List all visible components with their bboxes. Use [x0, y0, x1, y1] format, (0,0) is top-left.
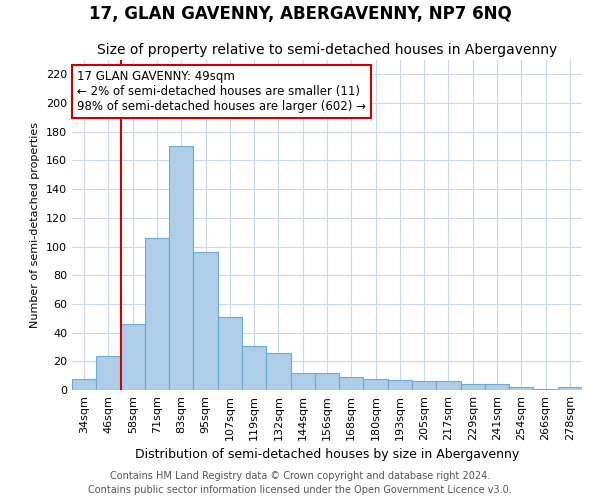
Text: 17, GLAN GAVENNY, ABERGAVENNY, NP7 6NQ: 17, GLAN GAVENNY, ABERGAVENNY, NP7 6NQ	[89, 5, 511, 23]
Bar	[461, 384, 485, 390]
Bar	[558, 387, 582, 390]
Bar	[145, 238, 169, 390]
Bar	[315, 373, 339, 390]
Text: 17 GLAN GAVENNY: 49sqm
← 2% of semi-detached houses are smaller (11)
98% of semi: 17 GLAN GAVENNY: 49sqm ← 2% of semi-deta…	[77, 70, 366, 113]
Y-axis label: Number of semi-detached properties: Number of semi-detached properties	[31, 122, 40, 328]
Bar	[266, 352, 290, 390]
Bar	[169, 146, 193, 390]
Bar	[121, 324, 145, 390]
Bar	[290, 373, 315, 390]
Bar	[364, 378, 388, 390]
Bar	[72, 378, 96, 390]
Bar	[533, 388, 558, 390]
Text: Contains HM Land Registry data © Crown copyright and database right 2024.
Contai: Contains HM Land Registry data © Crown c…	[88, 471, 512, 495]
Title: Size of property relative to semi-detached houses in Abergavenny: Size of property relative to semi-detach…	[97, 44, 557, 58]
Bar	[412, 382, 436, 390]
Bar	[339, 377, 364, 390]
Bar	[193, 252, 218, 390]
Bar	[485, 384, 509, 390]
Bar	[436, 382, 461, 390]
Bar	[388, 380, 412, 390]
Bar	[218, 317, 242, 390]
Bar	[509, 387, 533, 390]
Bar	[96, 356, 121, 390]
Bar	[242, 346, 266, 390]
X-axis label: Distribution of semi-detached houses by size in Abergavenny: Distribution of semi-detached houses by …	[135, 448, 519, 462]
